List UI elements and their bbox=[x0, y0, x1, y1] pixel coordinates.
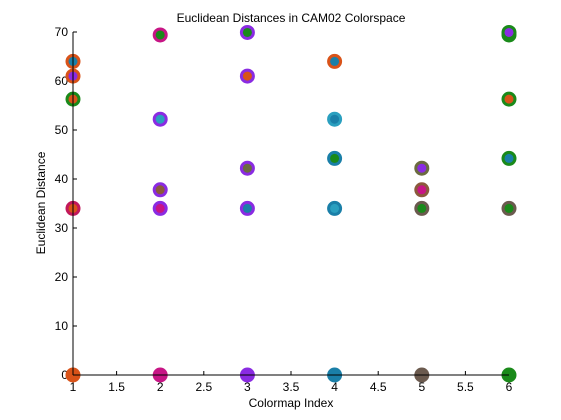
data-point bbox=[239, 200, 255, 216]
data-point-inner bbox=[330, 203, 340, 213]
x-tick-label: 6 bbox=[506, 380, 513, 394]
x-tick-label: 4.5 bbox=[370, 380, 387, 394]
x-tick-label: 1 bbox=[70, 380, 77, 394]
data-point bbox=[501, 91, 517, 107]
data-point-inner bbox=[155, 114, 165, 124]
y-tick-label: 40 bbox=[55, 172, 69, 186]
y-axis-title: Euclidean Distance bbox=[34, 151, 48, 254]
data-point-inner bbox=[417, 203, 427, 213]
y-tick-label: 60 bbox=[55, 74, 69, 88]
data-points bbox=[65, 24, 517, 383]
y-tick-label: 20 bbox=[55, 270, 69, 284]
data-point-inner bbox=[504, 153, 514, 163]
data-point-inner bbox=[155, 185, 165, 195]
data-point bbox=[414, 200, 430, 216]
x-tick-label: 5.5 bbox=[457, 380, 474, 394]
x-tick-label: 4 bbox=[331, 380, 338, 394]
chart-title: Euclidean Distances in CAM02 Colorspace bbox=[177, 11, 406, 25]
y-tick-label: 70 bbox=[55, 25, 69, 39]
axes bbox=[72, 32, 509, 376]
data-point bbox=[501, 150, 517, 166]
data-point bbox=[501, 200, 517, 216]
data-point bbox=[414, 182, 430, 198]
y-tick-label: 0 bbox=[61, 368, 68, 382]
data-point-inner bbox=[242, 27, 252, 37]
data-point bbox=[327, 111, 343, 127]
x-tick-label: 5 bbox=[418, 380, 425, 394]
data-point-inner bbox=[155, 203, 165, 213]
data-point-inner bbox=[155, 30, 165, 40]
x-tick-label: 2.5 bbox=[195, 380, 212, 394]
y-tick-label: 10 bbox=[55, 319, 69, 333]
data-point bbox=[501, 24, 517, 40]
y-tick-label: 30 bbox=[55, 221, 69, 235]
data-point-inner bbox=[417, 185, 427, 195]
x-tick-label: 3 bbox=[244, 380, 251, 394]
data-point bbox=[152, 182, 168, 198]
data-point-inner bbox=[242, 71, 252, 81]
data-point-inner bbox=[242, 163, 252, 173]
data-point bbox=[152, 27, 168, 43]
data-point bbox=[414, 160, 430, 176]
data-point bbox=[152, 111, 168, 127]
x-tick-label: 2 bbox=[157, 380, 164, 394]
x-tick-label: 3.5 bbox=[283, 380, 300, 394]
data-point-inner bbox=[242, 203, 252, 213]
data-point-inner bbox=[330, 153, 340, 163]
data-point bbox=[152, 200, 168, 216]
x-tick-label: 1.5 bbox=[108, 380, 125, 394]
data-point-inner bbox=[504, 27, 514, 37]
data-point bbox=[239, 24, 255, 40]
plot-area bbox=[73, 32, 509, 375]
x-axis-title: Colormap Index bbox=[249, 396, 334, 410]
y-tick-label: 50 bbox=[55, 123, 69, 137]
data-point bbox=[327, 200, 343, 216]
data-point-inner bbox=[504, 94, 514, 104]
data-point bbox=[327, 150, 343, 166]
data-point-inner bbox=[504, 203, 514, 213]
data-point-inner bbox=[417, 163, 427, 173]
data-point bbox=[327, 53, 343, 69]
data-point-inner bbox=[330, 114, 340, 124]
data-point bbox=[239, 68, 255, 84]
data-point bbox=[239, 160, 255, 176]
data-point-inner bbox=[330, 56, 340, 66]
